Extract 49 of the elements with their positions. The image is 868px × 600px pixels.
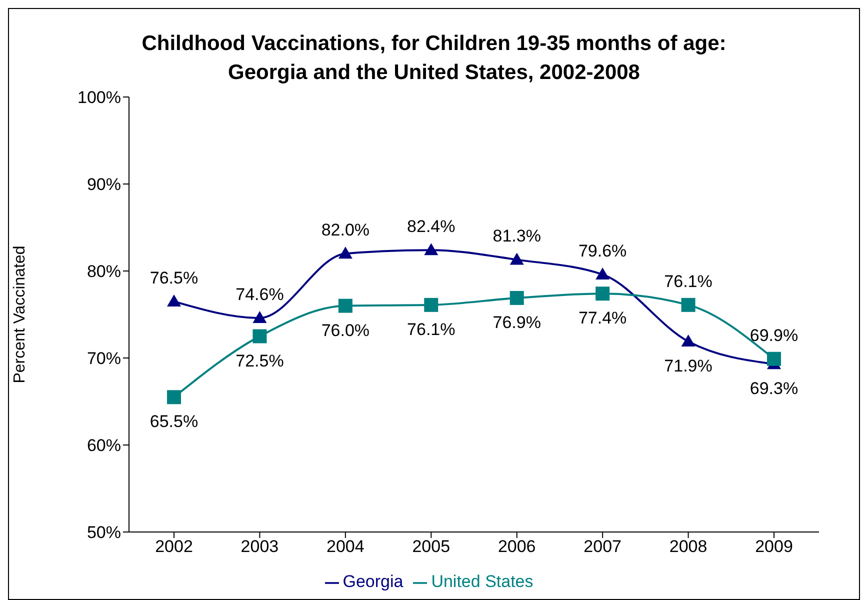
data-label: 81.3% — [492, 226, 541, 246]
chart-title: Childhood Vaccinations, for Children 19-35 months of age: Georgia and the United States, 2002-2008 — [140, 31, 728, 86]
point — [767, 352, 781, 366]
point — [424, 298, 438, 312]
point — [167, 294, 181, 306]
x-tick-label: 2007 — [584, 537, 622, 556]
y-tick-label: 70% — [86, 349, 121, 368]
y-axis-title: Percent Vaccinated — [12, 246, 29, 384]
x-tick-label: 2009 — [755, 537, 793, 556]
data-label: 82.4% — [407, 217, 456, 236]
point — [338, 298, 352, 313]
data-label: 79.6% — [578, 241, 627, 260]
point — [167, 390, 181, 404]
data-label: 71.9% — [664, 356, 712, 376]
point — [681, 298, 696, 312]
point — [596, 267, 610, 280]
data-label: 72.5% — [236, 351, 284, 370]
legend-label: Georgia — [342, 572, 404, 591]
y-tick-label: 100% — [78, 88, 121, 108]
data-label: 69.3% — [750, 379, 798, 398]
data-label: 76.0% — [321, 320, 370, 340]
y-tick-label: 80% — [86, 262, 121, 282]
point — [252, 310, 267, 323]
point — [510, 252, 524, 265]
data-label: 76.5% — [150, 268, 198, 288]
legend-label: United States — [431, 572, 534, 591]
x-tick-label: 2005 — [412, 537, 450, 556]
data-label: 69.9% — [750, 326, 798, 345]
x-tick-label: 2006 — [498, 537, 536, 556]
data-label: 74.6% — [236, 284, 284, 304]
data-label: 65.5% — [150, 412, 198, 432]
point — [424, 243, 438, 256]
point — [681, 334, 696, 346]
point — [510, 290, 524, 305]
x-tick-label: 2003 — [240, 537, 279, 556]
point — [338, 246, 352, 259]
data-label: 77.4% — [578, 308, 627, 328]
point — [252, 329, 267, 344]
data-label: 82.0% — [321, 220, 370, 240]
y-tick-label: 60% — [86, 436, 121, 456]
y-tick-label: 50% — [86, 523, 121, 542]
x-tick-label: 2008 — [669, 537, 708, 556]
x-tick-label: 2002 — [155, 537, 193, 556]
data-label: 76.9% — [492, 312, 541, 332]
data-label: 76.1% — [664, 272, 712, 291]
point — [596, 286, 610, 301]
data-label: 76.1% — [407, 320, 456, 339]
x-tick-label: 2004 — [326, 537, 364, 556]
y-tick-label: 90% — [86, 175, 121, 194]
